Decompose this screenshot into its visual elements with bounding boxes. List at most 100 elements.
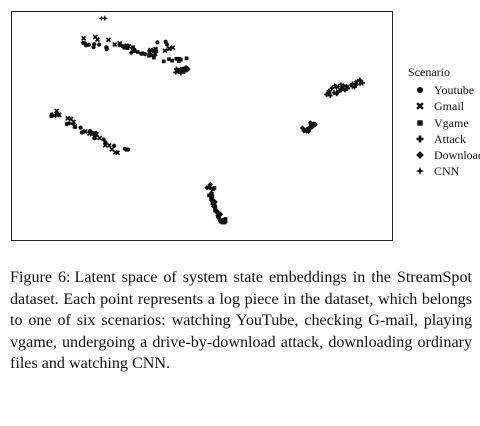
point-cnn — [338, 81, 344, 88]
point-youtube — [122, 146, 127, 151]
point-vgame — [125, 46, 130, 50]
point-vgame — [223, 217, 228, 221]
caption-label: Figure 6: — [10, 269, 71, 286]
point-attack — [326, 88, 332, 94]
point-cnn — [338, 83, 345, 90]
legend-item-youtube: Youtube — [408, 82, 480, 98]
point-gmail — [93, 131, 100, 137]
point-cnn — [347, 82, 354, 88]
legend-label: CNN — [434, 164, 460, 179]
point-gmail — [97, 135, 103, 141]
point-cnn — [101, 15, 108, 21]
point-attack — [345, 85, 351, 91]
point-youtube — [129, 50, 134, 55]
legend-item-vgame: Vgame — [408, 115, 480, 131]
point-download — [215, 209, 221, 215]
point-gmail — [72, 123, 78, 130]
point-youtube — [125, 147, 131, 152]
plot-frame — [11, 11, 393, 241]
legend-label: Vgame — [434, 115, 469, 130]
square-marker-icon — [414, 117, 428, 129]
point-gmail — [162, 48, 168, 54]
point-youtube — [155, 40, 160, 45]
legend-label: Attack — [434, 131, 466, 146]
point-youtube — [83, 43, 89, 48]
point-attack — [360, 80, 365, 86]
point-vgame — [135, 50, 140, 54]
point-attack — [331, 90, 337, 96]
point-vgame — [174, 56, 179, 61]
point-cnn — [357, 81, 363, 87]
point-cnn — [356, 76, 363, 83]
point-download — [208, 190, 215, 196]
series-gmail — [51, 34, 176, 156]
legend-label: Youtube — [434, 83, 475, 98]
point-youtube — [112, 143, 117, 148]
star4-marker-icon — [414, 165, 428, 177]
point-gmail — [70, 119, 77, 125]
point-vgame — [161, 59, 166, 64]
point-gmail — [153, 47, 159, 54]
series-download — [204, 120, 318, 225]
point-gmail — [92, 134, 98, 140]
point-vgame — [207, 193, 211, 198]
point-gmail — [65, 115, 71, 121]
point-download — [207, 181, 213, 188]
point-gmail — [112, 41, 118, 48]
x-cross-marker-icon — [414, 100, 428, 112]
point-download — [209, 196, 215, 202]
point-vgame — [167, 57, 171, 62]
point-download — [222, 219, 228, 225]
point-youtube — [101, 137, 106, 142]
point-vgame — [118, 43, 122, 48]
point-youtube — [142, 52, 148, 57]
point-vgame — [131, 45, 135, 50]
point-youtube — [91, 45, 96, 50]
point-cnn — [331, 82, 338, 89]
point-gmail — [148, 47, 154, 53]
point-download — [301, 128, 307, 134]
point-youtube — [67, 121, 72, 126]
point-cnn — [98, 15, 105, 22]
point-cnn — [353, 81, 359, 87]
point-gmail — [87, 130, 93, 137]
point-gmail — [81, 35, 87, 41]
point-youtube — [78, 125, 83, 130]
point-vgame — [147, 53, 151, 58]
plus-marker-icon — [414, 133, 428, 145]
point-download — [307, 120, 314, 126]
point-vgame — [152, 55, 156, 60]
point-youtube — [104, 47, 109, 52]
point-vgame — [210, 194, 215, 199]
point-vgame — [178, 57, 183, 62]
point-cnn — [329, 84, 336, 91]
point-download — [312, 121, 318, 128]
point-gmail — [51, 113, 57, 119]
point-download — [217, 218, 224, 224]
point-cnn — [354, 78, 361, 85]
point-attack — [337, 88, 343, 94]
point-vgame — [184, 56, 189, 61]
scatter-plot — [49, 15, 365, 225]
diamond-marker-icon — [414, 149, 428, 161]
series-cnn — [98, 15, 364, 92]
point-cnn — [340, 83, 346, 89]
point-vgame — [170, 58, 175, 63]
point-cnn — [352, 79, 359, 85]
legend-item-download: Download — [408, 147, 480, 163]
series-attack — [173, 65, 365, 98]
point-gmail — [166, 46, 172, 52]
point-youtube — [164, 42, 170, 47]
point-attack — [324, 92, 329, 97]
legend-title: Scenario — [408, 65, 450, 79]
point-gmail — [94, 36, 101, 43]
caption-text: Latent space of system state embeddings … — [10, 269, 472, 373]
point-cnn — [349, 83, 356, 90]
legend-label: Download — [434, 147, 480, 162]
point-download — [212, 199, 218, 205]
point-cnn — [333, 85, 340, 91]
point-gmail — [56, 112, 62, 118]
point-gmail — [105, 37, 111, 43]
point-vgame — [176, 59, 181, 64]
point-gmail — [170, 45, 176, 51]
